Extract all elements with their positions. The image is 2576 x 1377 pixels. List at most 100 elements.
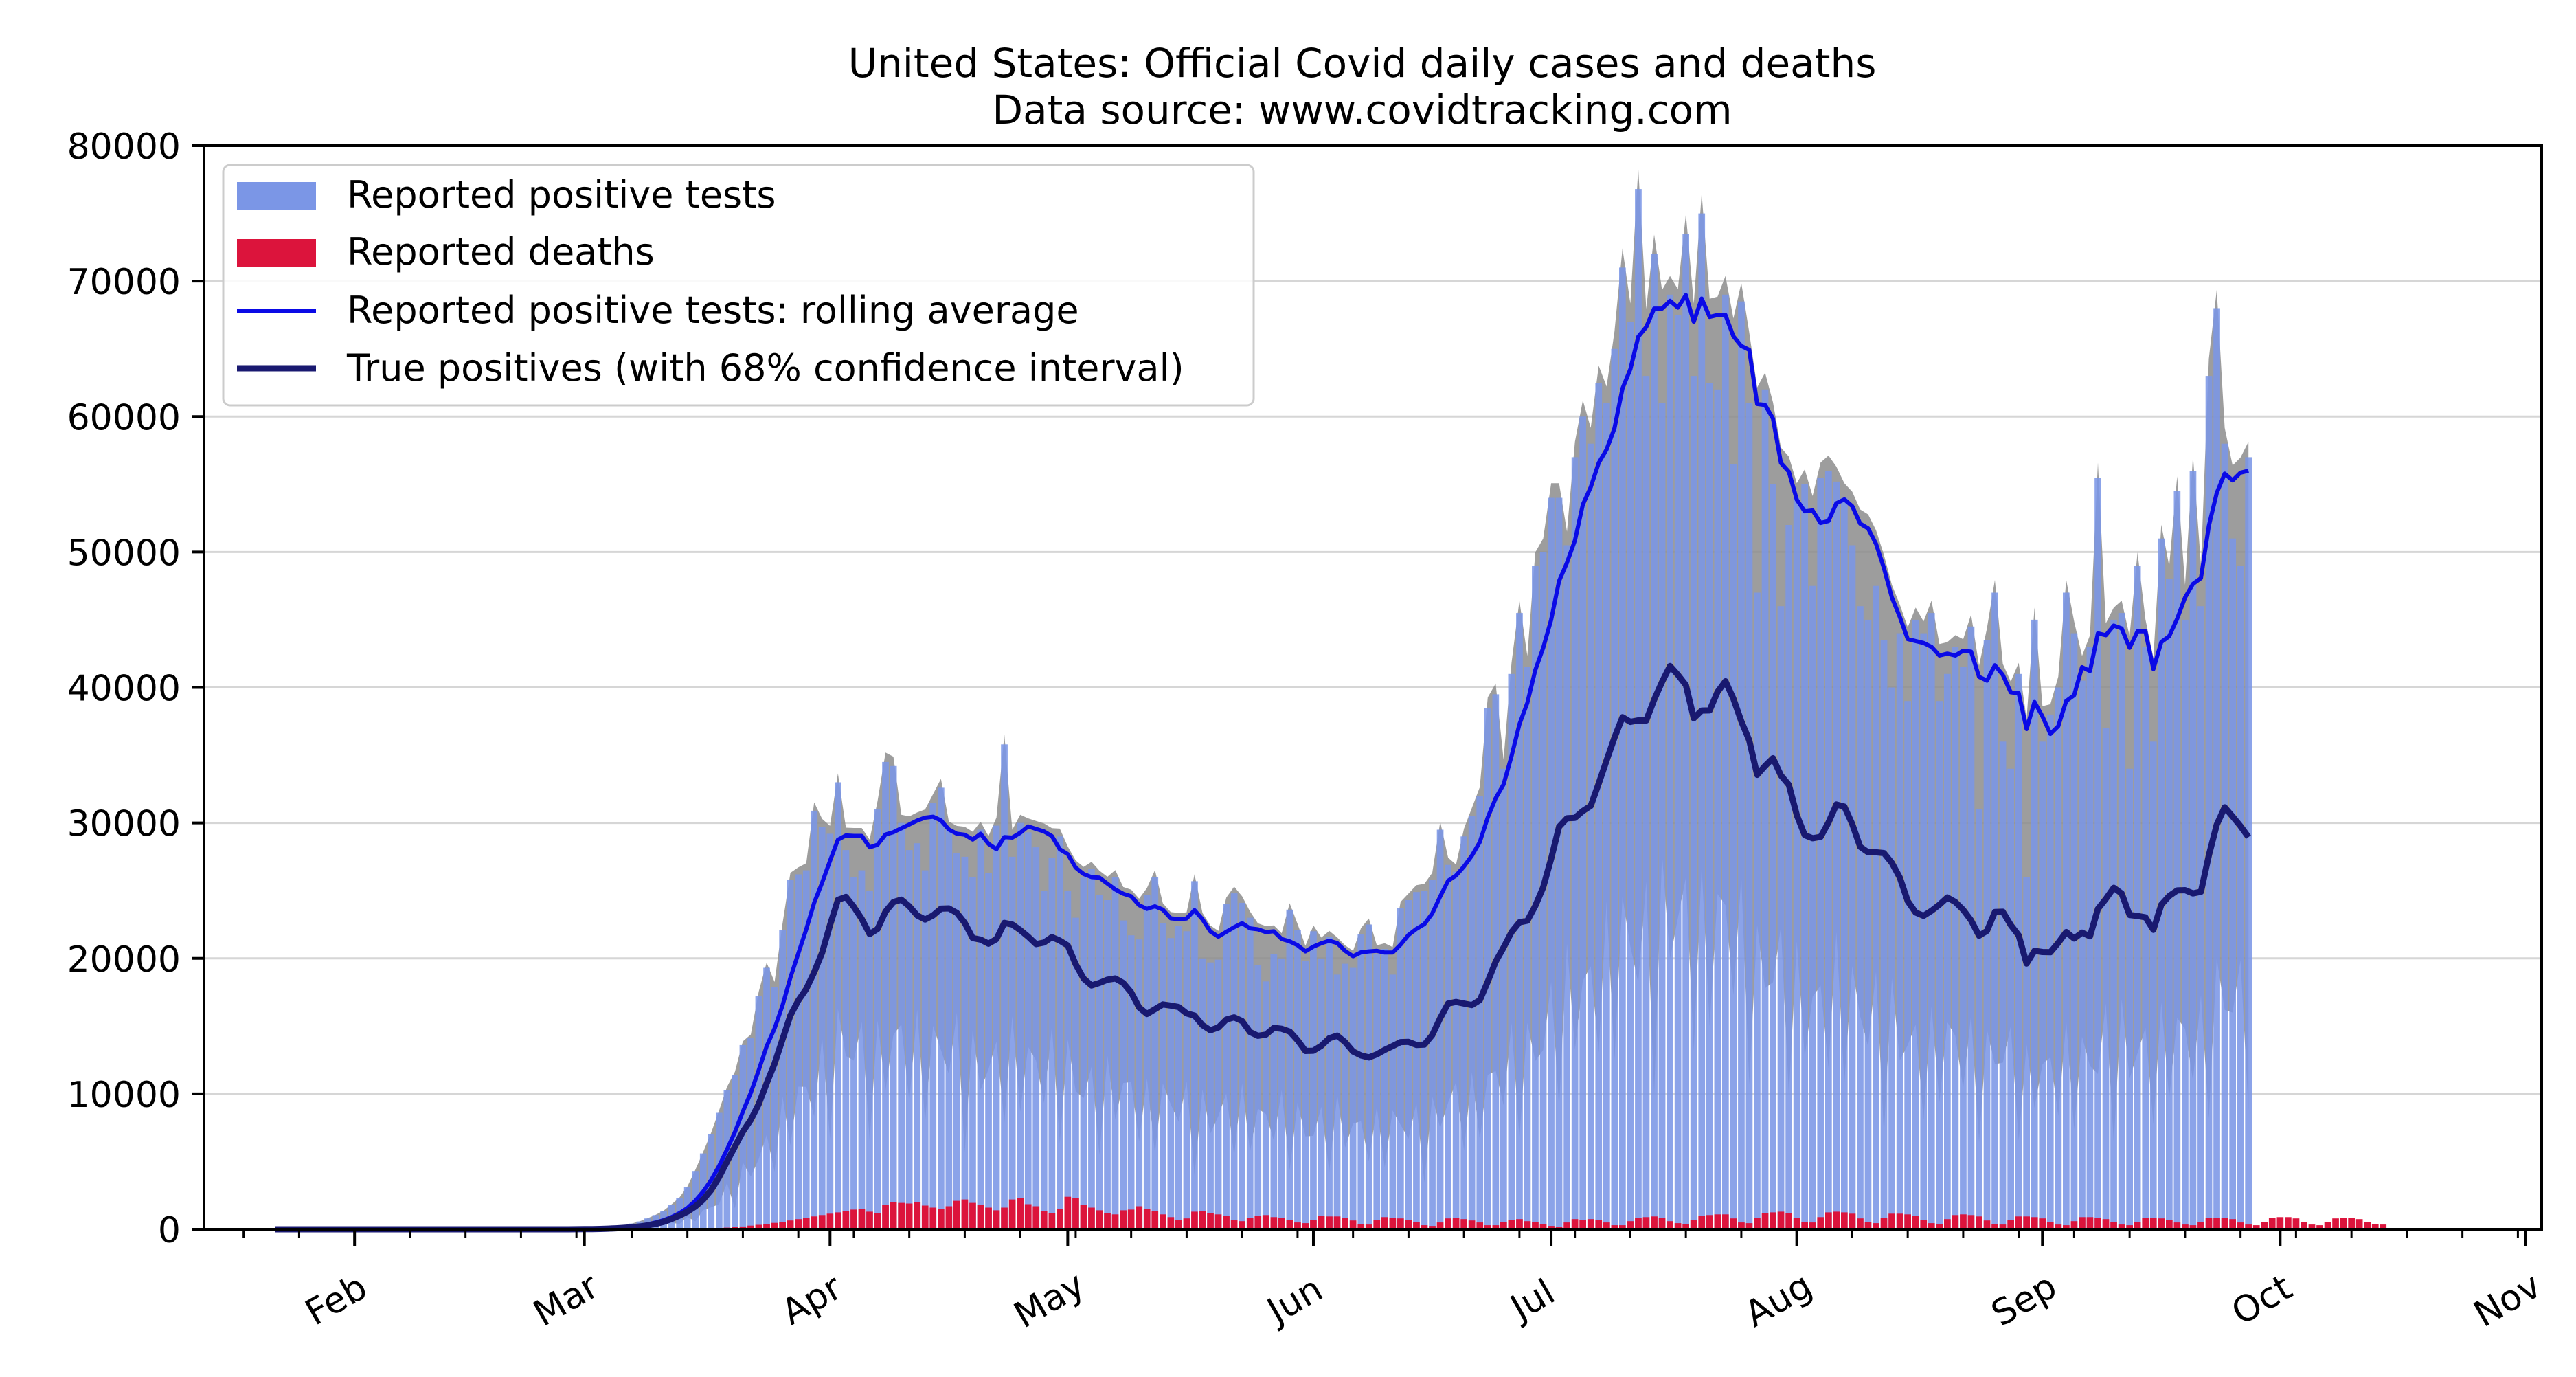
death-bar <box>1271 1217 1278 1229</box>
positive-test-bar <box>1057 836 1063 1229</box>
death-bar <box>1730 1218 1737 1229</box>
positive-test-bar <box>1263 981 1269 1229</box>
positive-test-bar <box>1920 634 1927 1229</box>
positive-test-bar <box>1881 640 1888 1230</box>
death-bar <box>2166 1220 2173 1229</box>
positive-test-bar <box>1691 376 1697 1229</box>
positive-test-bar <box>1120 921 1127 1229</box>
death-bar <box>1032 1207 1039 1230</box>
death-bar <box>2007 1220 2014 1229</box>
positive-test-bar <box>1722 295 1729 1229</box>
legend-label-deaths: Reported deaths <box>347 230 655 273</box>
death-bar <box>1595 1220 1602 1229</box>
positive-test-bar <box>1500 769 1507 1229</box>
positive-test-bar <box>1207 963 1214 1229</box>
positive-test-bar <box>2229 539 2236 1229</box>
positive-test-bar <box>2197 606 2204 1229</box>
positive-test-bar <box>1081 877 1087 1230</box>
death-bar <box>906 1204 913 1230</box>
death-bar <box>1168 1217 1175 1229</box>
death-bar <box>1081 1205 1087 1230</box>
legend-label-rolling-average: Reported positive tests: rolling average <box>347 289 1079 332</box>
positive-test-bar <box>2047 715 2054 1229</box>
death-bar <box>1175 1220 1182 1229</box>
positive-test-bar <box>1326 937 1333 1229</box>
positive-test-bar <box>1199 959 1206 1229</box>
death-bar <box>2340 1218 2347 1229</box>
death-bar <box>874 1213 881 1229</box>
positive-test-bar <box>1730 464 1737 1229</box>
death-bar <box>1112 1214 1119 1229</box>
positive-test-bar <box>1096 895 1103 1229</box>
positive-test-bar <box>795 875 802 1230</box>
death-bar <box>890 1202 897 1229</box>
death-bar <box>1912 1216 1919 1229</box>
positive-test-bar <box>1833 482 1840 1229</box>
death-bar <box>2332 1218 2339 1229</box>
positive-test-bar <box>2071 634 2078 1229</box>
positive-test-bar <box>2222 444 2228 1229</box>
death-bar <box>1049 1213 1056 1229</box>
positive-test-bar <box>2166 579 2173 1229</box>
death-bar <box>1009 1200 1016 1229</box>
death-bar <box>1849 1213 1856 1229</box>
positive-test-bar <box>1785 525 1792 1229</box>
positive-test-bar <box>1175 926 1182 1229</box>
death-bar <box>1888 1213 1895 1229</box>
positive-test-bar <box>1025 832 1032 1229</box>
positive-test-bar <box>914 843 920 1229</box>
positive-test-bar <box>1715 390 1721 1229</box>
death-bar <box>962 1200 969 1229</box>
positive-test-bar <box>962 857 969 1229</box>
positive-test-bar <box>1445 865 1451 1229</box>
positive-test-bar <box>1476 796 1483 1229</box>
positive-test-bar <box>1579 416 1586 1229</box>
death-bar <box>2206 1218 2213 1229</box>
positive-test-bar <box>1223 904 1230 1229</box>
death-bar <box>835 1212 841 1229</box>
positive-test-bar <box>1310 931 1317 1229</box>
positive-test-bar <box>1627 322 1634 1229</box>
positive-test-bar <box>1572 457 1579 1229</box>
positive-test-bar <box>2079 681 2086 1229</box>
death-bar <box>1698 1216 1705 1229</box>
positive-test-bar <box>1168 938 1175 1229</box>
positive-test-bar <box>850 877 857 1230</box>
positive-test-bar <box>1944 674 1951 1229</box>
death-bar <box>1588 1219 1594 1229</box>
death-bar <box>827 1213 834 1229</box>
positive-test-bar <box>1706 383 1713 1229</box>
positive-test-bar <box>978 830 984 1230</box>
positive-test-bar <box>2206 376 2213 1229</box>
positive-test-bar <box>1136 939 1142 1229</box>
positive-test-bar <box>890 766 897 1229</box>
death-bar <box>1017 1198 1024 1229</box>
positive-test-bar <box>1318 959 1325 1229</box>
legend-swatch-deaths <box>237 239 316 267</box>
death-bar <box>2079 1217 2086 1229</box>
positive-test-bar <box>1247 918 1254 1229</box>
death-bar <box>1381 1217 1388 1229</box>
positive-test-bar <box>1357 934 1364 1229</box>
positive-test-bar <box>2063 593 2070 1230</box>
positive-test-bar <box>1849 546 1856 1230</box>
death-bar <box>1405 1220 1412 1229</box>
death-bar <box>1572 1219 1579 1229</box>
y-tick-label: 0 <box>158 1210 181 1251</box>
positive-test-bar <box>2126 769 2133 1229</box>
positive-test-bar <box>1049 858 1056 1229</box>
death-bar <box>1460 1219 1467 1229</box>
death-bar <box>1904 1214 1911 1229</box>
positive-test-bar <box>1612 349 1618 1229</box>
death-bar <box>2348 1218 2355 1229</box>
positive-test-bar <box>2237 566 2244 1229</box>
positive-test-bar <box>1556 498 1563 1230</box>
death-bar <box>1160 1214 1166 1229</box>
positive-test-bar <box>898 823 905 1229</box>
positive-test-bar <box>1271 954 1278 1229</box>
positive-test-bar <box>2182 620 2189 1229</box>
positive-test-bar <box>1904 701 1911 1229</box>
death-bar <box>2015 1216 2022 1229</box>
death-bar <box>1643 1217 1650 1229</box>
